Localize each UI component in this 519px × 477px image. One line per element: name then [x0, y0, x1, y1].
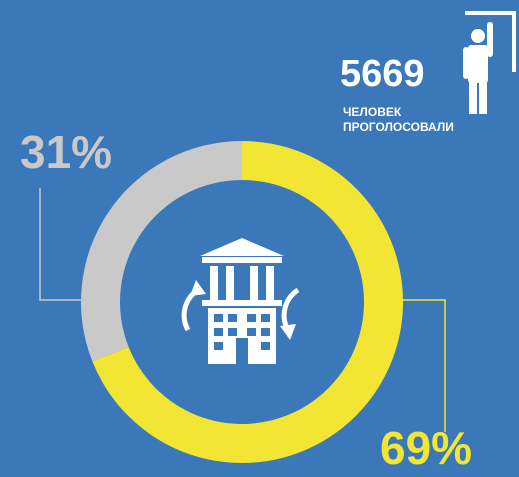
- building-icon: [181, 238, 300, 364]
- voters-count: 5669: [340, 53, 425, 95]
- leader-line: [398, 299, 446, 432]
- voters-caption: ПРОГОЛОСОВАЛИ: [343, 120, 454, 134]
- voters-caption: ЧЕЛОВЕК: [343, 105, 402, 119]
- value-label: 31%: [20, 126, 112, 178]
- person-icon: [463, 11, 516, 114]
- value-label: 69%: [380, 422, 472, 474]
- leader-line: [39, 188, 88, 301]
- donut-segment: [80, 141, 243, 362]
